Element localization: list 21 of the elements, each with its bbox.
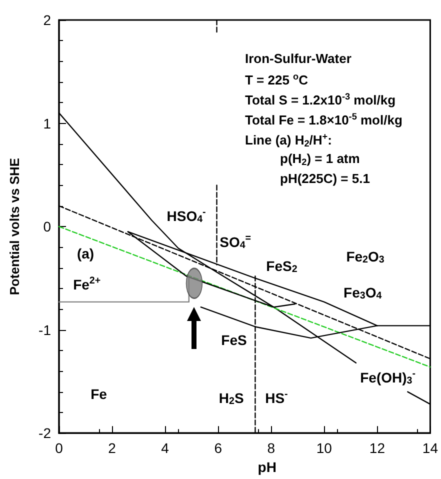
y-tick-label: 2 xyxy=(43,12,52,28)
annotation: Iron-Sulfur-Water xyxy=(245,51,352,66)
annotation: HS- xyxy=(265,388,288,406)
x-tick-label: 8 xyxy=(267,440,276,456)
x-tick-label: 6 xyxy=(214,440,222,456)
y-tick-label: 1 xyxy=(43,115,52,132)
annotation: (a) xyxy=(76,245,94,262)
y-axis-title: Potential volts vs SHE xyxy=(7,158,22,296)
x-tick-label: 12 xyxy=(369,440,386,456)
y-tick-label: -1 xyxy=(38,322,52,338)
x-axis-title: pH xyxy=(258,459,276,475)
y-tick-label: 0 xyxy=(43,218,52,235)
x-tick-label: 4 xyxy=(161,440,170,456)
y-tick-label: -2 xyxy=(38,425,52,442)
x-tick-label: 10 xyxy=(316,440,332,456)
x-tick-label: 2 xyxy=(108,440,116,456)
x-tick-label: 0 xyxy=(55,440,64,456)
annotation: FeS xyxy=(221,332,247,348)
annotation: Fe xyxy=(90,386,108,402)
annotation: pH(225C) = 5.1 xyxy=(280,171,370,186)
x-tick-label: 14 xyxy=(422,440,438,456)
